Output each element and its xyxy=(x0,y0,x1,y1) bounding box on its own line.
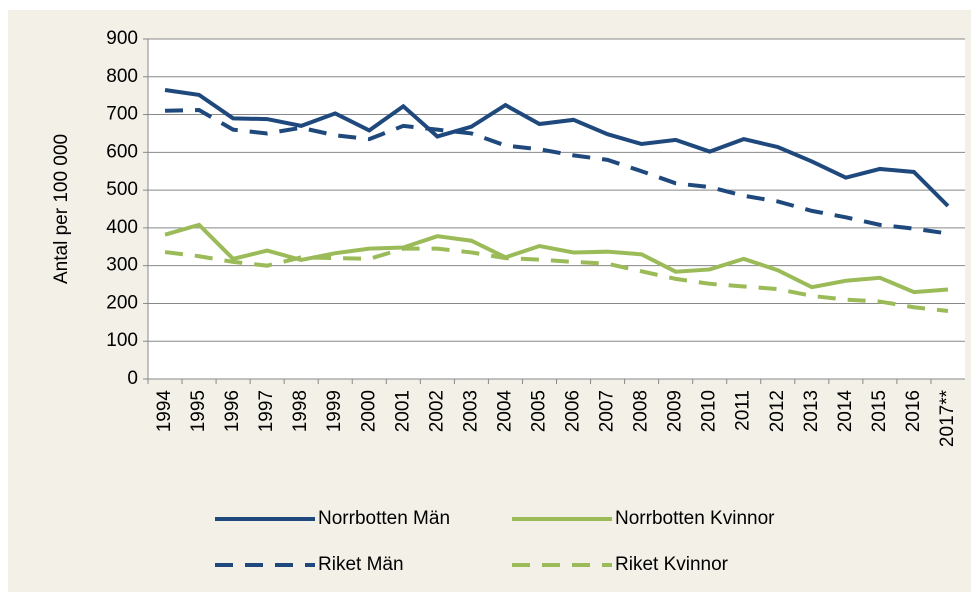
y-tick-label: 100 xyxy=(106,330,138,351)
legend-label: Riket Män xyxy=(318,554,404,575)
y-tick-label: 400 xyxy=(106,217,138,238)
x-tick-label: 2017** xyxy=(937,389,958,447)
x-tick-label: 1997 xyxy=(256,390,277,432)
plot-area xyxy=(148,39,965,379)
legend-label: Riket Kvinnor xyxy=(615,554,729,575)
x-tick-label: 2009 xyxy=(665,390,686,432)
x-tick-label: 1996 xyxy=(222,390,243,432)
y-tick-label: 600 xyxy=(106,141,138,162)
x-tick-label: 2015 xyxy=(869,390,890,432)
x-tick-label: 2011 xyxy=(733,390,754,431)
x-tick-label: 2016 xyxy=(903,390,924,432)
x-tick-label: 1999 xyxy=(324,390,345,432)
x-tick-label: 2005 xyxy=(528,390,549,432)
x-tick-label: 1995 xyxy=(188,390,209,432)
x-tick-label: 2003 xyxy=(460,390,481,432)
x-tick-label: 2008 xyxy=(631,390,652,432)
x-tick-label: 1998 xyxy=(290,390,311,432)
y-tick-label: 700 xyxy=(106,104,138,125)
y-axis-label: Antal per 100 000 xyxy=(51,134,72,284)
x-tick-label: 2001 xyxy=(392,390,413,432)
series-line xyxy=(164,108,949,236)
x-tick-label: 1994 xyxy=(154,390,175,433)
y-tick-label: 500 xyxy=(106,179,138,200)
y-tick-label: 0 xyxy=(127,368,138,389)
y-tick-label: 200 xyxy=(106,292,138,313)
series-line xyxy=(164,88,950,208)
series-line xyxy=(164,246,949,313)
x-tick-label: 2010 xyxy=(699,390,720,432)
x-tick-label: 2014 xyxy=(835,390,856,433)
x-tick-label: 2012 xyxy=(767,390,788,432)
y-tick-label: 300 xyxy=(106,255,138,276)
x-tick-label: 2002 xyxy=(426,390,447,432)
x-tick-label: 2013 xyxy=(801,390,822,432)
y-tick-label: 900 xyxy=(106,28,138,49)
x-tick-label: 2006 xyxy=(563,390,584,432)
x-tick-label: 2004 xyxy=(494,390,515,433)
x-tick-label: 2000 xyxy=(358,390,379,432)
x-tick-label: 2007 xyxy=(597,390,618,432)
legend-label: Norrbotten Män xyxy=(318,508,450,529)
legend-label: Norrbotten Kvinnor xyxy=(615,508,775,529)
y-tick-label: 800 xyxy=(106,66,138,87)
